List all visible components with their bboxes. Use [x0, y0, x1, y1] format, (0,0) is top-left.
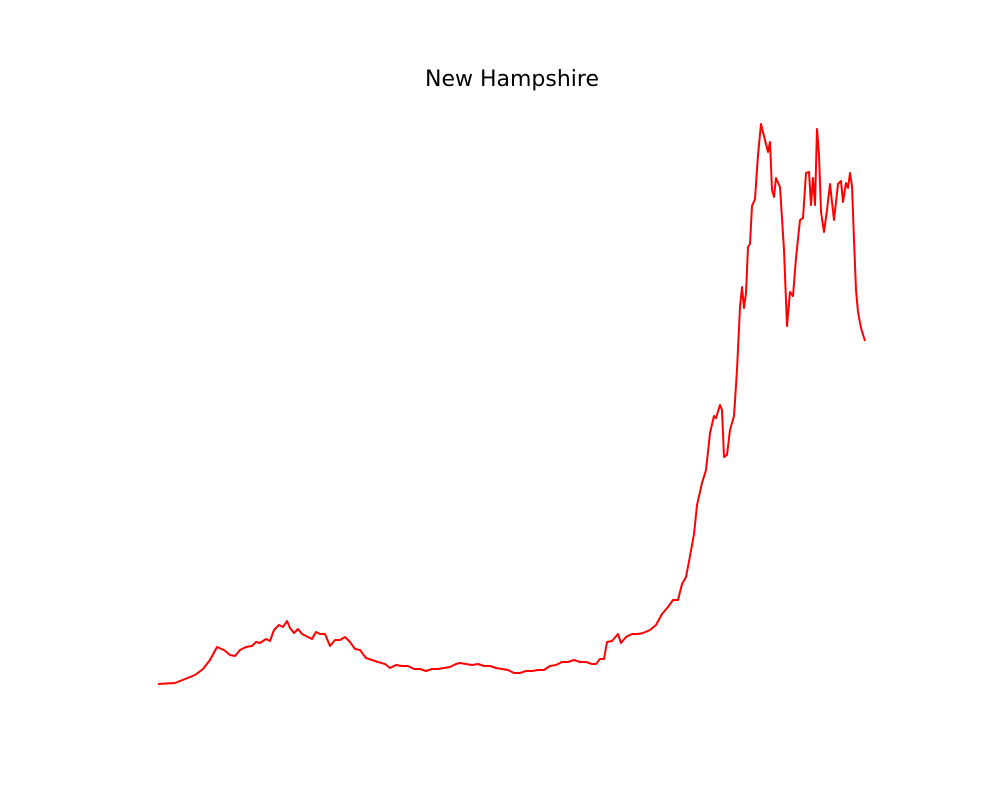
- data-line: [157, 123, 866, 685]
- chart-title: New Hampshire: [425, 67, 599, 92]
